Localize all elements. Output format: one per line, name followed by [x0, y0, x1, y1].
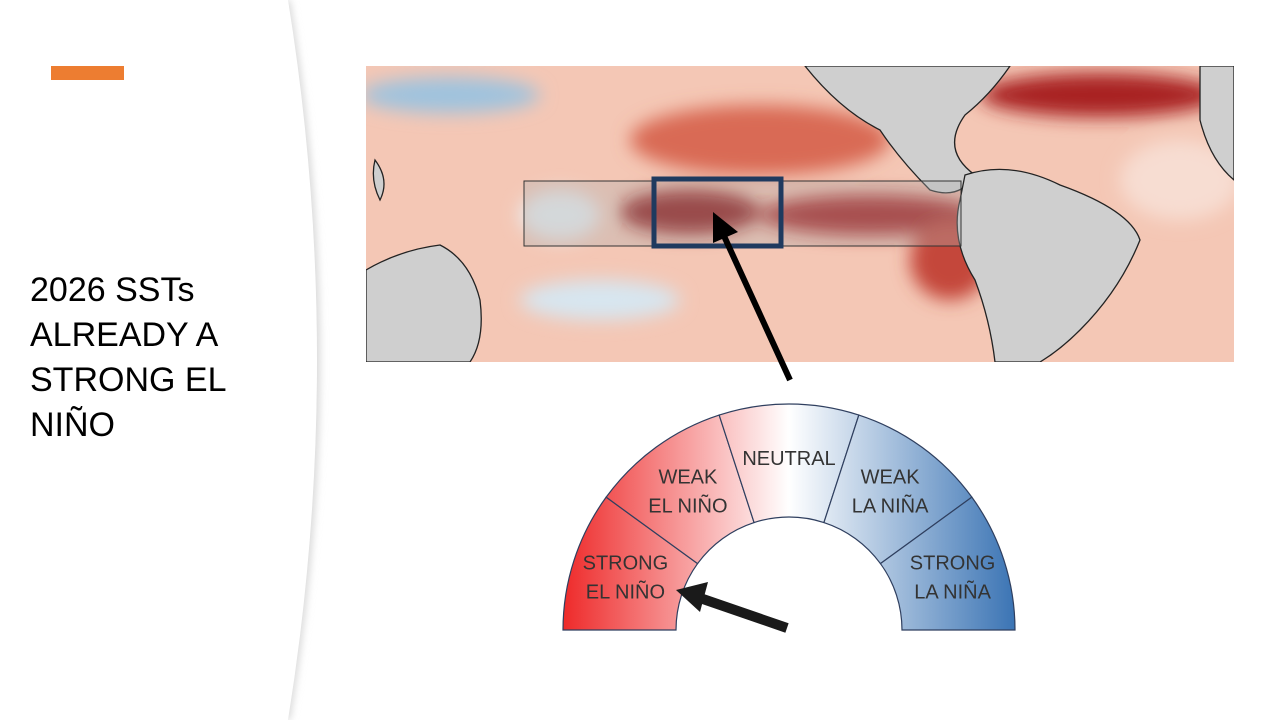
gauge-label: STRONG LA NIÑA: [910, 552, 996, 603]
nino34-box: [651, 176, 784, 249]
gauge-label-line: STRONG: [583, 552, 669, 574]
gauge-label-line: STRONG: [910, 552, 996, 574]
gauge-label-line: LA NIÑA: [914, 579, 991, 603]
gauge-label-line: WEAK: [861, 466, 921, 488]
enso-gauge: STRONG EL NIÑO WEAK EL NIÑO NEUTRAL WEAK LA NI…: [562, 403, 1016, 631]
left-panel: [0, 0, 317, 720]
nino-region-box: [523, 180, 962, 247]
land: [366, 66, 1234, 362]
gauge-label: WEAK EL NIÑO: [648, 466, 727, 517]
gauge-label-line: NEUTRAL: [742, 448, 835, 470]
map-arrow: [713, 212, 793, 382]
accent-bar: [51, 66, 124, 80]
slide-title: 2026 SSTs ALREADY A STRONG EL NIÑO: [30, 271, 226, 444]
gauge-segment: [879, 496, 1016, 631]
sst-map: [366, 66, 1234, 362]
gauge-label-line: EL NIÑO: [586, 579, 665, 603]
gauge-label: NEUTRAL: [742, 448, 835, 470]
gauge-arrow: [676, 582, 789, 633]
gauge-label-line: EL NIÑO: [648, 493, 727, 517]
gauge-label-line: LA NIÑA: [852, 493, 929, 517]
gauge-label: STRONG EL NIÑO: [583, 552, 669, 603]
gauge-label: WEAK LA NIÑA: [852, 466, 929, 517]
gauge-label-line: WEAK: [658, 466, 718, 488]
